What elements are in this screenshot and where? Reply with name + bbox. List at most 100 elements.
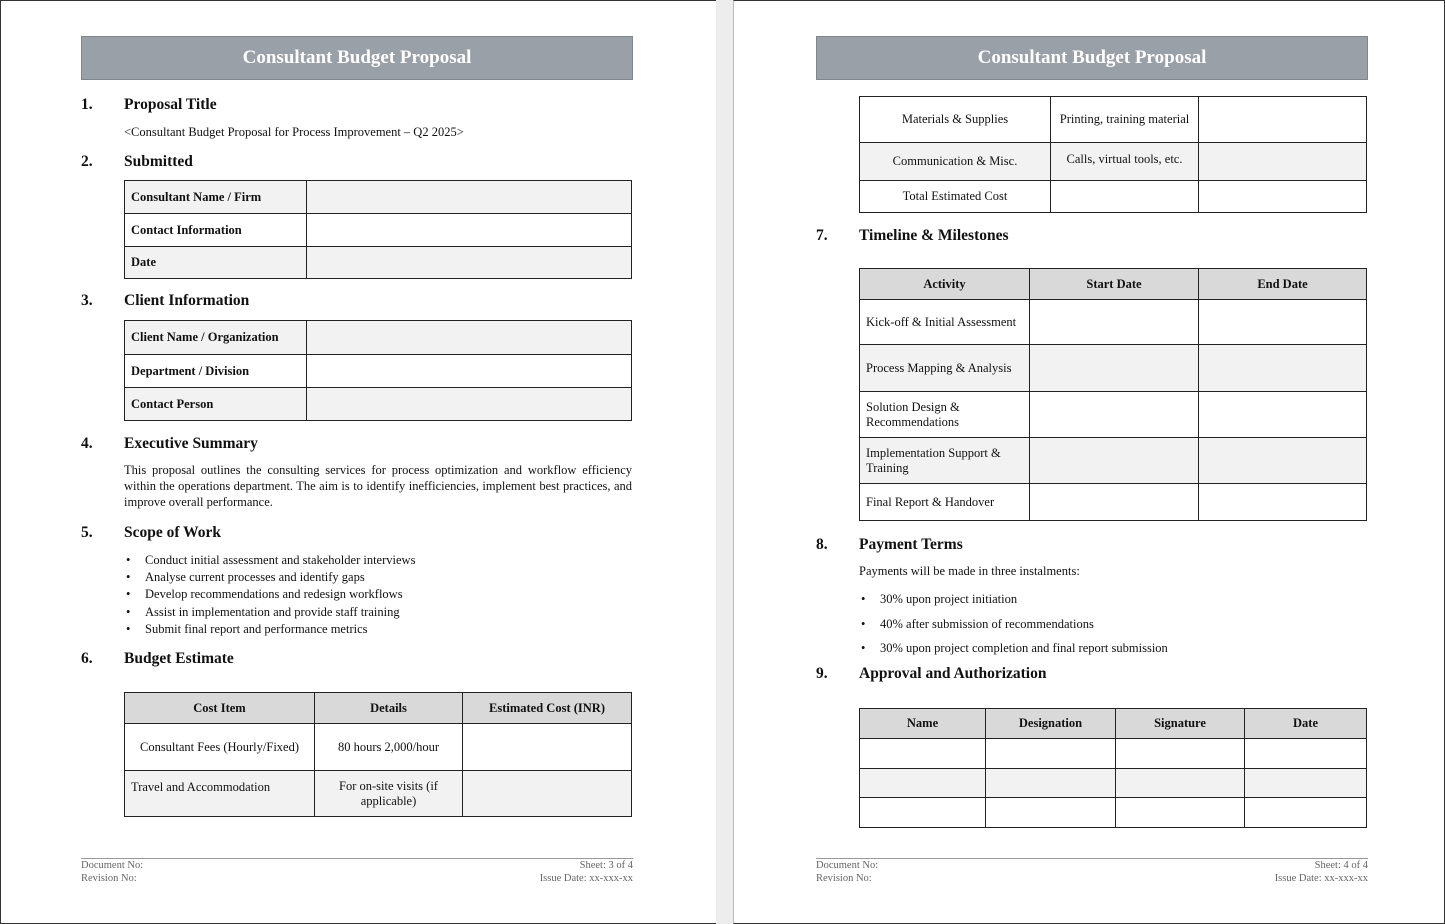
name-cell[interactable] (859, 797, 986, 828)
cost-cell[interactable] (462, 723, 632, 771)
footer-right: Sheet: 4 of 4 Issue Date: xx-xxx-xx (1168, 859, 1368, 885)
activity-cell: Implementation Support & Training (859, 437, 1030, 484)
list-item: 40% after submission of recommendations (859, 612, 1168, 637)
footer-left: Document No: Revision No: (81, 859, 143, 885)
page-gutter (716, 0, 733, 924)
start-date-cell[interactable] (1029, 391, 1199, 438)
name-cell[interactable] (859, 768, 986, 798)
cost-item-cell: Consultant Fees (Hourly/Fixed) (124, 723, 315, 771)
budget-table-continued: Materials & Supplies Printing, training m… (859, 96, 1367, 213)
cost-cell[interactable] (462, 770, 632, 817)
start-date-cell[interactable] (1029, 483, 1199, 521)
cost-item-cell: Communication & Misc. (859, 142, 1051, 181)
signature-cell[interactable] (1115, 768, 1245, 798)
row-label: Consultant Name / Firm (124, 180, 307, 214)
section-title: Submitted (124, 153, 193, 170)
column-header: Estimated Cost (INR) (462, 692, 632, 724)
executive-summary-text: This proposal outlines the consulting se… (124, 463, 632, 509)
footer-divider (816, 858, 1368, 859)
value-cell[interactable] (306, 354, 632, 388)
cost-cell[interactable] (1198, 96, 1367, 143)
end-date-cell[interactable] (1198, 483, 1367, 521)
issue-date: Issue Date: xx-xxx-xx (539, 873, 633, 884)
row-label: Contact Person (124, 387, 307, 421)
cost-item-cell: Materials & Supplies (859, 96, 1051, 143)
row-label: Department / Division (124, 354, 307, 388)
list-item: Submit final report and performance metr… (124, 621, 415, 638)
proposal-title-text: <Consultant Budget Proposal for Process … (124, 125, 464, 139)
section-title: Scope of Work (124, 524, 222, 541)
payment-list: 30% upon project initiation 40% after su… (859, 587, 1168, 661)
section-number: 7. (816, 227, 828, 244)
client-table: Client Name / Organization Department / … (124, 320, 632, 421)
section-number: 3. (81, 292, 93, 309)
column-header: End Date (1198, 268, 1367, 300)
section-number: 4. (81, 435, 93, 452)
date-cell[interactable] (1244, 768, 1367, 798)
list-item: Develop recommendations and redesign wor… (124, 586, 415, 603)
cost-item-cell: Travel and Accommodation (124, 770, 315, 817)
cost-cell[interactable] (1198, 142, 1367, 181)
designation-cell[interactable] (985, 738, 1116, 769)
section-title: Approval and Authorization (859, 665, 1047, 682)
section-number: 2. (81, 153, 93, 170)
document-no: Document No: (816, 860, 879, 871)
revision-no: Revision No: (816, 873, 872, 884)
value-cell[interactable] (306, 180, 632, 214)
section-number: 6. (81, 650, 93, 667)
designation-cell[interactable] (985, 797, 1116, 828)
activity-cell: Final Report & Handover (859, 483, 1030, 521)
activity-cell: Solution Design & Recommendations (859, 391, 1030, 438)
end-date-cell[interactable] (1198, 437, 1367, 484)
end-date-cell[interactable] (1198, 299, 1367, 345)
activity-cell: Process Mapping & Analysis (859, 344, 1030, 392)
date-cell[interactable] (1244, 797, 1367, 828)
start-date-cell[interactable] (1029, 437, 1199, 484)
section-title: Client Information (124, 292, 250, 309)
name-cell[interactable] (859, 738, 986, 769)
value-cell[interactable] (306, 320, 632, 355)
row-label: Contact Information (124, 213, 307, 247)
start-date-cell[interactable] (1029, 299, 1199, 345)
footer-divider (81, 858, 633, 859)
end-date-cell[interactable] (1198, 344, 1367, 392)
page-header-title: Consultant Budget Proposal (81, 36, 633, 80)
value-cell[interactable] (306, 246, 632, 279)
section-number: 9. (816, 665, 828, 682)
signature-cell[interactable] (1115, 797, 1245, 828)
column-header: Start Date (1029, 268, 1199, 300)
sheet-number: Sheet: 3 of 4 (579, 860, 633, 871)
details-cell: Printing, training material (1050, 96, 1199, 143)
value-cell[interactable] (306, 213, 632, 247)
details-cell: Calls, virtual tools, etc. (1050, 142, 1199, 181)
total-cost-cell[interactable] (1198, 180, 1367, 213)
section-title: Budget Estimate (124, 650, 234, 667)
row-label: Date (124, 246, 307, 279)
end-date-cell[interactable] (1198, 391, 1367, 438)
document-no: Document No: (81, 860, 144, 871)
scope-list: Conduct initial assessment and stakehold… (124, 552, 415, 638)
footer-left: Document No: Revision No: (816, 859, 878, 885)
payment-intro: Payments will be made in three instalmen… (859, 564, 1080, 578)
footer-right: Sheet: 3 of 4 Issue Date: xx-xxx-xx (433, 859, 633, 885)
details-cell (1050, 180, 1199, 213)
timeline-table: Activity Start Date End Date Kick-off & In… (859, 268, 1367, 521)
section-title: Proposal Title (124, 96, 217, 113)
details-cell: For on-site visits (if applicable) (314, 770, 463, 817)
start-date-cell[interactable] (1029, 344, 1199, 392)
section-title: Executive Summary (124, 435, 258, 452)
value-cell[interactable] (306, 387, 632, 421)
row-label: Client Name / Organization (124, 320, 307, 355)
submitted-table: Consultant Name / Firm Contact Informati… (124, 180, 632, 279)
signature-cell[interactable] (1115, 738, 1245, 769)
designation-cell[interactable] (985, 768, 1116, 798)
revision-no: Revision No: (81, 873, 137, 884)
date-cell[interactable] (1244, 738, 1367, 769)
page-header-title: Consultant Budget Proposal (816, 36, 1368, 80)
section-title: Timeline & Milestones (859, 227, 1009, 244)
list-item: Assist in implementation and provide sta… (124, 604, 415, 621)
activity-cell: Kick-off & Initial Assessment (859, 299, 1030, 345)
column-header: Activity (859, 268, 1030, 300)
approval-table: Name Designation Signature Date (859, 708, 1367, 828)
details-cell: 80 hours 2,000/hour (314, 723, 463, 771)
